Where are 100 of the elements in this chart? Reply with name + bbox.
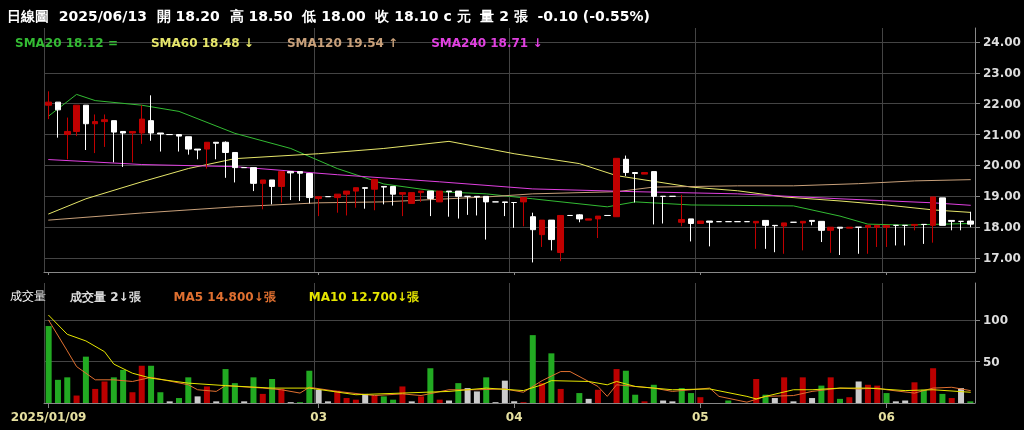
bar [632, 394, 639, 403]
x-tick-label: 04 [505, 410, 523, 424]
candlestick [287, 171, 294, 201]
bar [231, 383, 238, 403]
text: SMA20 18.12 = [15, 36, 118, 50]
candlestick [315, 196, 322, 217]
bar [688, 393, 695, 403]
bar [827, 377, 834, 403]
bar [753, 379, 760, 403]
candlestick [139, 104, 145, 145]
candlestick [45, 90, 52, 120]
bar [380, 396, 387, 403]
bar [464, 388, 471, 403]
bar [557, 388, 564, 403]
bar [529, 335, 536, 403]
candlestick [408, 192, 415, 204]
bar [539, 383, 546, 403]
candlestick [334, 193, 341, 214]
text: MA5 14.800↓張 [173, 290, 277, 304]
candlestick [64, 117, 71, 160]
bar [352, 399, 359, 403]
candlestick [762, 219, 769, 250]
candlestick [585, 218, 592, 221]
candlestick [176, 134, 182, 153]
candlestick [213, 141, 219, 160]
candlestick [911, 223, 918, 231]
candlestick [55, 101, 61, 139]
bar [110, 377, 117, 403]
bar [427, 368, 434, 403]
bar [82, 356, 89, 403]
candlestick [455, 190, 462, 220]
chart-title: 日線圖 2025/06/13 開 18.20 高 18.50 低 18.00 收 18.10 c 元 量 2 張 -0.10 (-0.55%) [7, 8, 650, 24]
bar [939, 393, 946, 403]
bar [455, 383, 462, 403]
candlestick [548, 219, 555, 251]
bar [883, 393, 890, 403]
y-tick-label: 19.00 [983, 189, 1021, 204]
candlestick [706, 220, 713, 247]
candlestick [520, 197, 527, 227]
text: SMA120 19.54 ↑ [286, 36, 399, 50]
x-tick-label: 03 [310, 410, 327, 424]
candlestick [297, 171, 303, 202]
candlestick [902, 224, 908, 246]
candlestick [697, 220, 704, 225]
bar [203, 386, 210, 403]
candlestick [73, 104, 80, 137]
bar [622, 370, 629, 403]
candlestick [818, 220, 825, 243]
candlestick [222, 140, 229, 179]
bar [222, 369, 229, 403]
bar [548, 353, 555, 403]
candlestick [101, 113, 108, 148]
candlestick [157, 132, 164, 153]
y-tick-label: 21.00 [983, 127, 1021, 142]
bar [250, 377, 257, 403]
candlestick [837, 226, 843, 256]
candlestick [613, 157, 620, 218]
candlestick [436, 190, 443, 203]
candlestick [530, 212, 536, 263]
bar [92, 388, 99, 403]
bar [837, 398, 844, 403]
text: 成交量 [10, 289, 46, 303]
x-tick-label: 06 [878, 410, 895, 424]
bar [129, 392, 136, 403]
candlestick [399, 192, 406, 217]
candlestick [651, 171, 657, 225]
bar [948, 398, 955, 403]
candlestick [846, 226, 853, 229]
candlestick [958, 220, 964, 231]
bar [73, 395, 80, 403]
candlestick [893, 224, 899, 246]
bar [101, 381, 108, 403]
bar [483, 377, 490, 403]
bar [176, 398, 182, 403]
candlestick [353, 187, 359, 209]
bar [650, 384, 657, 403]
candlestick [371, 178, 378, 211]
bar [594, 389, 601, 403]
candlestick [753, 220, 759, 250]
bar [194, 396, 201, 403]
bar [390, 399, 397, 403]
candlestick [92, 113, 98, 154]
candlestick [483, 195, 489, 241]
bar [278, 388, 285, 403]
bar [846, 397, 853, 403]
candlestick [381, 185, 387, 205]
bar [864, 384, 871, 403]
bar [697, 397, 704, 403]
candlestick [185, 136, 192, 156]
candlestick [595, 215, 601, 239]
candlestick [250, 167, 257, 192]
candlestick [511, 202, 517, 229]
candlestick [474, 195, 480, 216]
candlestick [269, 179, 275, 205]
bar [930, 368, 937, 403]
bar [64, 377, 71, 403]
bar [343, 398, 350, 403]
bar [306, 370, 313, 403]
line-series [48, 140, 971, 215]
candlestick [390, 185, 396, 207]
